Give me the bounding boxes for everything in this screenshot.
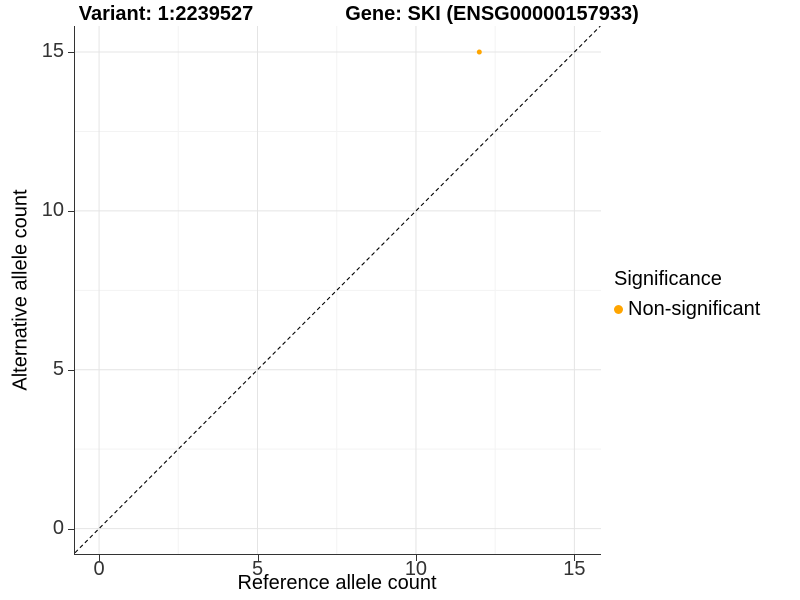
legend-item: Non-significant bbox=[614, 298, 760, 321]
y-tick-mark bbox=[68, 52, 74, 54]
y-tick-mark bbox=[68, 369, 74, 371]
identity-dashed-line bbox=[75, 26, 601, 554]
y-tick-label: 10 bbox=[41, 198, 64, 221]
y-tick-label: 5 bbox=[52, 357, 64, 380]
x-tick-label: 5 bbox=[251, 558, 264, 580]
data-point bbox=[476, 49, 482, 55]
y-tick-mark bbox=[68, 528, 74, 530]
x-tick-mark bbox=[415, 555, 417, 561]
x-tick-label: 0 bbox=[93, 558, 105, 580]
legend-point-icon bbox=[614, 305, 623, 314]
x-tick-label: 15 bbox=[563, 558, 586, 580]
x-tick-mark bbox=[574, 555, 576, 561]
legend: Significance Non-significant bbox=[614, 268, 760, 321]
y-axis-label: Alternative allele count bbox=[9, 189, 32, 391]
plot-title-gene: Gene: SKI (ENSG00000157933) bbox=[345, 3, 639, 25]
legend-item-label: Non-significant bbox=[628, 298, 761, 320]
y-tick-label: 15 bbox=[41, 40, 64, 63]
y-tick-label: 0 bbox=[52, 516, 64, 539]
plot-canvas bbox=[75, 26, 601, 554]
x-tick-mark bbox=[257, 555, 259, 561]
plot-title-variant: Variant: 1:2239527 bbox=[78, 3, 254, 25]
x-axis-label: Reference allele count bbox=[237, 572, 437, 594]
y-tick-mark bbox=[68, 210, 74, 212]
legend-title: Significance bbox=[614, 268, 722, 290]
x-tick-mark bbox=[99, 555, 101, 561]
plot-panel bbox=[74, 26, 601, 555]
x-tick-label: 10 bbox=[404, 558, 428, 580]
